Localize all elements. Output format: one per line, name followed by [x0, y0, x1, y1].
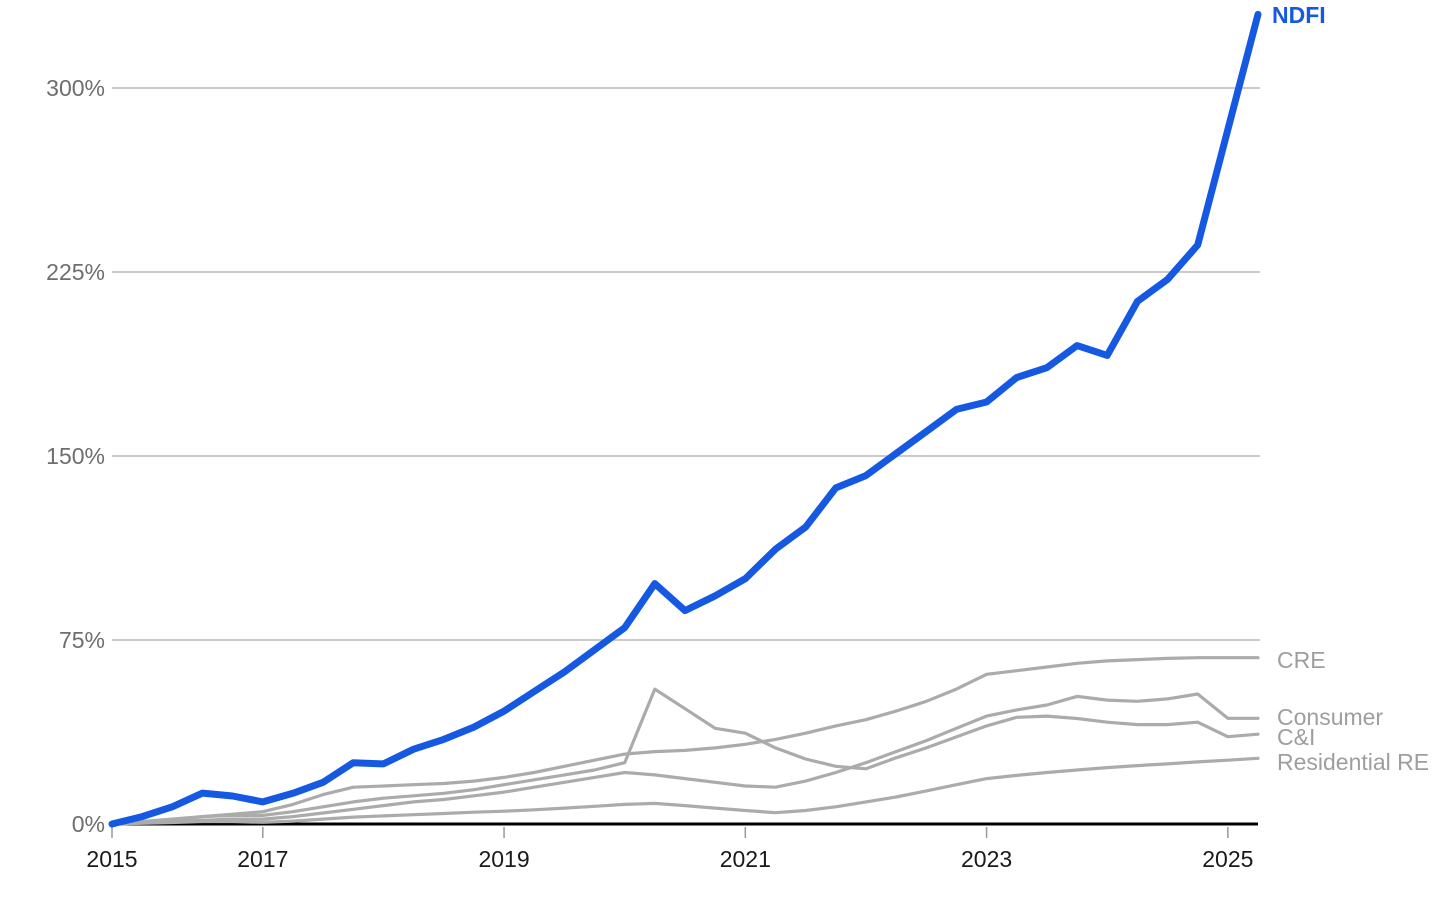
series-line-residential-re [110, 756, 1260, 826]
y-axis-tick-label: 0% [72, 811, 105, 837]
series-line-c-i [110, 687, 1260, 826]
series-label-ci: C&I [1277, 724, 1316, 750]
series-label-ndfi: NDFI [1272, 2, 1326, 28]
y-axis-tick-label: 300% [46, 75, 105, 101]
y-axis-tick-label: 75% [59, 627, 105, 653]
x-axis-tick-label: 2015 [86, 846, 137, 872]
series-line-ndfi [108, 10, 1262, 828]
x-axis-tick-label: 2023 [961, 846, 1012, 872]
x-axis-tick-label: 2019 [478, 846, 529, 872]
y-axis-tick-label: 150% [46, 443, 105, 469]
y-axis-tick-label: 225% [46, 259, 105, 285]
series-label-consumer: Consumer [1277, 704, 1384, 730]
series-line-consumer [110, 692, 1260, 826]
x-axis-tick-label: 2025 [1202, 846, 1253, 872]
series-label-residential-re: Residential RE [1277, 749, 1430, 775]
x-axis-tick-label: 2017 [237, 846, 288, 872]
x-axis-tick-label: 2021 [720, 846, 771, 872]
series-line-cre [110, 656, 1260, 826]
series-label-cre: CRE [1277, 647, 1326, 673]
